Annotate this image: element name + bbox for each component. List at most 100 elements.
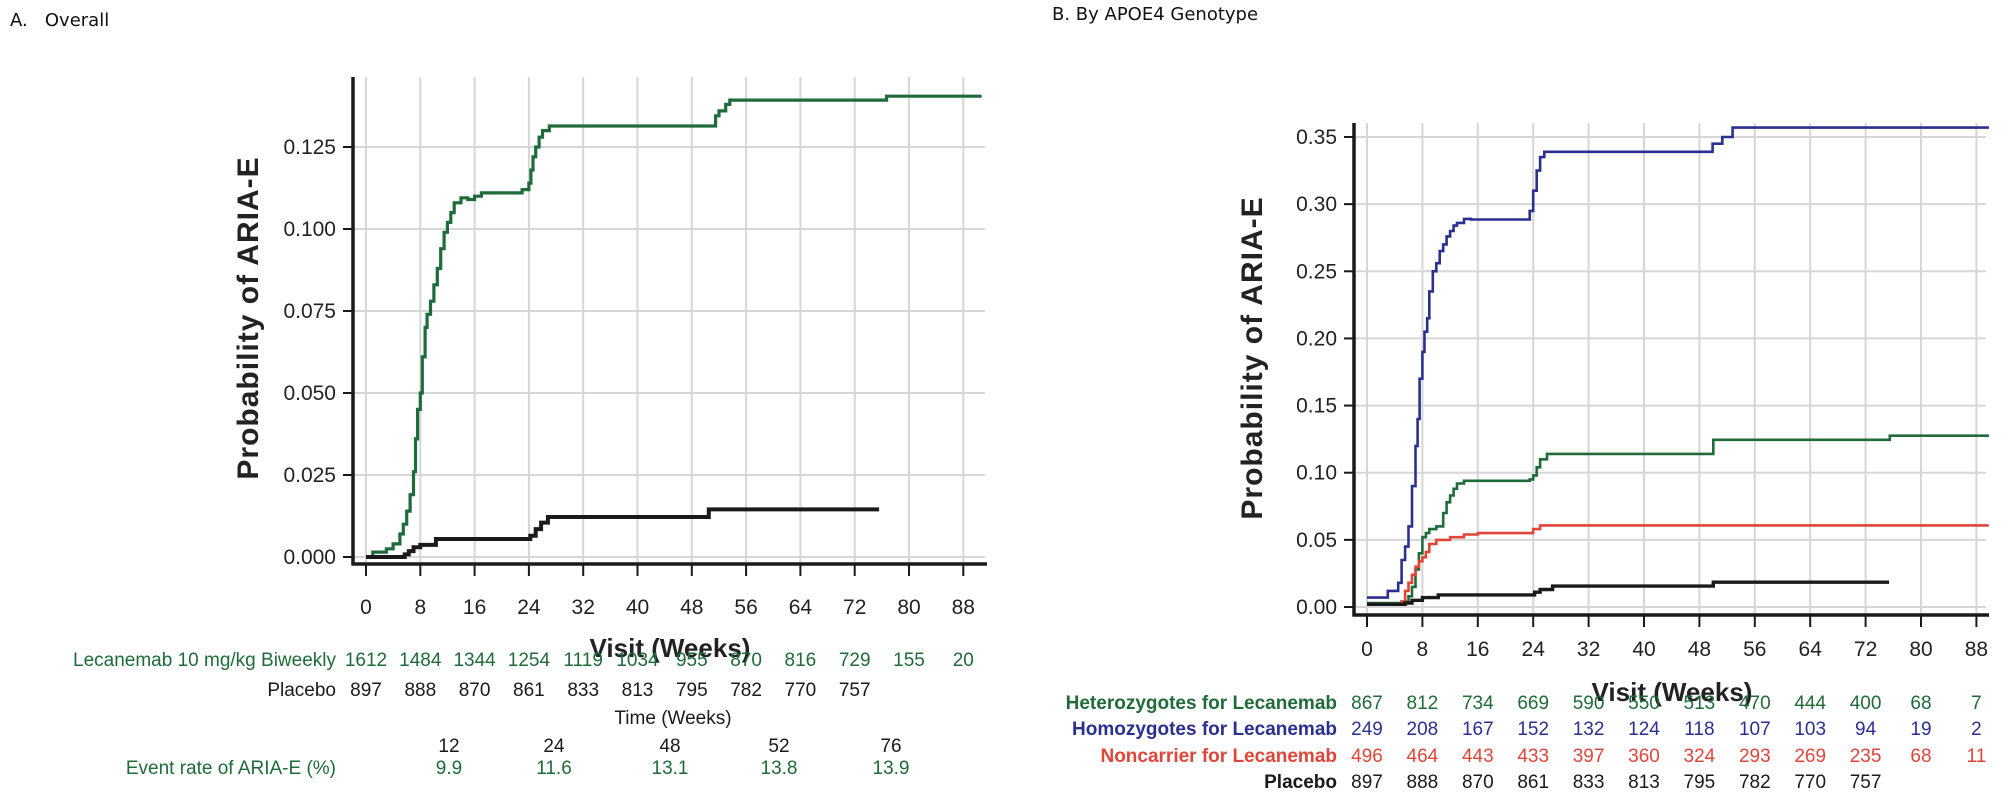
risk-count: 833 (567, 680, 599, 701)
risk-count: 870 (459, 680, 491, 701)
panel-a-y-ticks: 0.000 0.025 0.050 0.075 0.100 0.125 (283, 136, 353, 569)
panel-a-overall: A. Overall 0.000 0.025 0.050 0.075 0.100 0.12… (10, 10, 987, 779)
risk-count: 770 (785, 680, 817, 701)
x-tick-label: 8 (1417, 638, 1429, 661)
panel-a-axes (351, 77, 987, 566)
risk-count: 782 (730, 680, 762, 701)
panel-a-x-axis-title: Visit (Weeks) (590, 633, 751, 663)
x-tick-label: 40 (626, 596, 649, 619)
y-tick-label: 0.15 (1296, 395, 1337, 418)
x-tick-label: 24 (517, 596, 541, 619)
y-tick-label: 0.05 (1296, 529, 1337, 552)
risk-row-label: Homozygotes for Lecanemab (1072, 719, 1337, 740)
x-tick-label: 16 (1466, 638, 1489, 661)
panel-b-title: B. By APOE4 Genotype (1052, 4, 1258, 25)
x-tick-label: 64 (1799, 638, 1823, 661)
x-tick-label: 0 (360, 596, 372, 619)
x-tick-label: 8 (414, 596, 426, 619)
panel-b-series (1367, 126, 1989, 606)
risk-count: 1344 (453, 650, 496, 671)
series-line-heterozygotes-for-lecanemab (1367, 434, 1989, 605)
risk-count: 11 (1967, 746, 1987, 767)
event-rate-value: 11.6 (536, 758, 572, 779)
series-line-noncarrier-for-lecanemab (1367, 524, 1989, 606)
event-rate-value: 13.1 (652, 758, 689, 779)
risk-count: 770 (1794, 772, 1826, 793)
panel-b-axes (1352, 123, 1989, 617)
event-rate-week: 76 (880, 736, 901, 757)
x-tick-label: 88 (1965, 638, 1988, 661)
y-tick-label: 0.025 (283, 464, 336, 487)
risk-count: 443 (1462, 746, 1494, 767)
risk-count: 861 (513, 680, 545, 701)
risk-count: 669 (1517, 693, 1549, 714)
risk-count: 590 (1573, 693, 1605, 714)
risk-count: 7 (1971, 693, 1982, 714)
risk-count: 1254 (508, 650, 551, 671)
risk-count: 888 (404, 680, 436, 701)
panel-b-x-ticks: 0 8 16 24 32 40 48 56 64 72 80 88 (1361, 615, 1988, 661)
event-rate-value: 9.9 (436, 758, 462, 779)
y-tick-label: 0.075 (283, 300, 336, 323)
panel-b-y-ticks: 0.00 0.05 0.10 0.15 0.20 0.25 0.30 0.35 (1296, 126, 1354, 619)
x-tick-label: 72 (843, 596, 866, 619)
risk-count: 729 (839, 650, 871, 671)
risk-count: 870 (730, 650, 762, 671)
y-tick-label: 0.050 (283, 382, 336, 405)
risk-count: 550 (1628, 693, 1660, 714)
risk-count: 118 (1684, 719, 1714, 740)
risk-count: 400 (1850, 693, 1882, 714)
risk-count: 1034 (616, 650, 659, 671)
event-rate-week: 24 (543, 736, 565, 757)
risk-count: 816 (785, 650, 817, 671)
y-tick-label: 0.100 (283, 218, 336, 241)
y-tick-label: 0.00 (1296, 596, 1337, 619)
risk-count: 795 (676, 680, 708, 701)
risk-count: 132 (1573, 719, 1605, 740)
risk-count: 833 (1573, 772, 1605, 793)
panel-a-y-axis-title: Probability of ARIA-E (232, 156, 265, 479)
risk-count: 757 (1850, 772, 1882, 793)
risk-count: 812 (1407, 693, 1439, 714)
panel-a-grid (353, 77, 985, 562)
risk-count: 269 (1794, 746, 1826, 767)
x-tick-label: 0 (1361, 638, 1373, 661)
series-line-placebo (366, 507, 880, 559)
risk-count: 68 (1910, 693, 1931, 714)
x-tick-label: 32 (572, 596, 595, 619)
risk-count: 1484 (399, 650, 442, 671)
risk-count: 897 (1351, 772, 1383, 793)
risk-count: 324 (1684, 746, 1716, 767)
event-rate-week: 52 (768, 736, 789, 757)
risk-row-label: Placebo (1264, 772, 1337, 793)
risk-count: 293 (1739, 746, 1771, 767)
risk-count: 867 (1351, 693, 1383, 714)
risk-count: 464 (1407, 746, 1439, 767)
event-rate-value: 13.8 (761, 758, 798, 779)
x-tick-label: 40 (1632, 638, 1655, 661)
risk-count: 167 (1462, 719, 1494, 740)
risk-row-label: Placebo (267, 680, 336, 701)
risk-count: 155 (893, 650, 925, 671)
x-tick-label: 16 (463, 596, 486, 619)
risk-count: 870 (1462, 772, 1494, 793)
risk-count: 1612 (345, 650, 387, 671)
risk-count: 470 (1739, 693, 1771, 714)
risk-count: 68 (1910, 746, 1931, 767)
risk-count: 235 (1850, 746, 1882, 767)
panel-b-x-axis-title: Visit (Weeks) (1592, 677, 1753, 707)
risk-count: 360 (1628, 746, 1660, 767)
risk-count: 444 (1794, 693, 1826, 714)
risk-count: 94 (1855, 719, 1877, 740)
panel-a-risk-table: Lecanemab 10 mg/kg Biweekly 1612 1484 1344 1… (73, 650, 974, 701)
risk-count: 124 (1628, 719, 1660, 740)
risk-count: 513 (1684, 693, 1716, 714)
event-rate-header: Time (Weeks) (614, 708, 731, 729)
panel-b-y-axis-title: Probability of ARIA-E (1236, 196, 1269, 519)
panel-b-apoe4: B. By APOE4 Genotype 0.00 0.05 0.10 0.15 0.2… (1052, 4, 1989, 793)
risk-count: 1119 (563, 650, 602, 671)
panel-b-risk-table: Heterozygotes for Lecanemab 867 812 734 669 5… (1066, 693, 1987, 793)
risk-count: 757 (839, 680, 871, 701)
risk-count: 888 (1407, 772, 1439, 793)
series-line-lecanemab-10-mg-kg-biweekly (366, 94, 982, 559)
